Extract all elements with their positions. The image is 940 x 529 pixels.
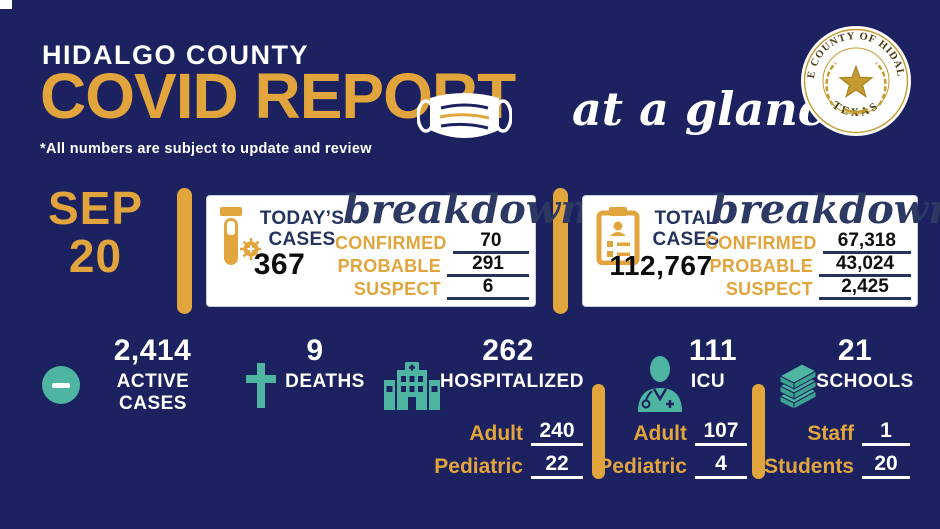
active-cases-label: ACTIVE CASES [116,371,190,414]
breakdown-row-confirmed: CONFIRMED 67,318 [705,231,911,254]
icu-value: 111 [688,334,738,367]
breakdown-row-confirmed: CONFIRMED 70 [335,231,529,254]
schools-students-row: Students 20 [758,452,910,480]
report-date-day: 20 [68,230,123,283]
hospitalized-substats: Adult 240 Pediatric 22 [425,419,583,485]
doctor-icon [638,356,682,412]
icu-adult-row: Adult 107 [595,419,747,447]
schools-substats: Staff 1 Students 20 [758,419,910,485]
hospitalized-value: 262 [482,334,534,367]
face-mask-icon [417,93,512,138]
total-cases-label: TOTAL CASES [652,208,720,250]
breakdown-title: breakdown [711,186,940,233]
hospitalized-pediatric-row: Pediatric 22 [425,452,583,480]
corner-artifact [0,0,12,9]
icu-pediatric-row: Pediatric 4 [595,452,747,480]
deaths-label: DEATHS [285,371,365,392]
todays-breakdown-rows: CONFIRMED 70 PROBABLE 291 SUSPECT 6 [335,231,529,302]
seal-star [838,64,874,98]
hospital-icon [384,362,440,410]
breakdown-row-suspect: SUSPECT 2,425 [705,277,911,300]
total-cases-card: TOTAL CASES 112,767 breakdown CONFIRMED … [583,190,940,306]
schools-label: SCHOOLS [816,371,914,392]
breakdown-row-probable: PROBABLE 291 [335,254,529,277]
cross-icon [246,363,276,408]
hidalgo-county-seal: THE COUNTY OF HIDALGO TEXAS [800,25,911,136]
books-icon [778,363,818,410]
divider-bar [592,384,605,479]
todays-cases-total: 367 [253,248,306,281]
disclaimer-text: *All numbers are subject to update and r… [40,141,372,157]
hospitalized-adult-row: Adult 240 [425,419,583,447]
breakdown-title: breakdown [343,186,590,233]
active-cases-value: 2,414 [113,334,192,367]
schools-value: 21 [837,334,873,367]
breakdown-row-probable: PROBABLE 43,024 [705,254,911,277]
total-cases-total: 112,767 [609,250,713,281]
hospitalized-label: HOSPITALIZED [440,371,584,392]
divider-bar [177,188,192,314]
divider-bar [752,384,765,479]
deaths-value: 9 [306,334,324,367]
divider-bar [553,188,568,314]
todays-cases-card: TODAY’S CASES 367 breakdown CONFIRMED 70… [207,190,589,306]
minus-circle-icon [42,366,80,404]
todays-cases-label: TODAY’S CASES [259,208,345,250]
test-tube-virus-icon [220,207,261,265]
county-name: HIDALGO COUNTY [42,40,309,70]
icu-label: ICU [690,371,726,392]
breakdown-row-suspect: SUSPECT 6 [335,277,529,300]
total-breakdown-rows: CONFIRMED 67,318 PROBABLE 43,024 SUSPECT… [705,231,911,302]
icu-substats: Adult 107 Pediatric 4 [595,419,747,485]
schools-staff-row: Staff 1 [758,419,910,447]
report-date: SEP 20 [28,184,163,281]
report-date-month: SEP [47,182,144,234]
clipboard-icon [596,207,640,265]
